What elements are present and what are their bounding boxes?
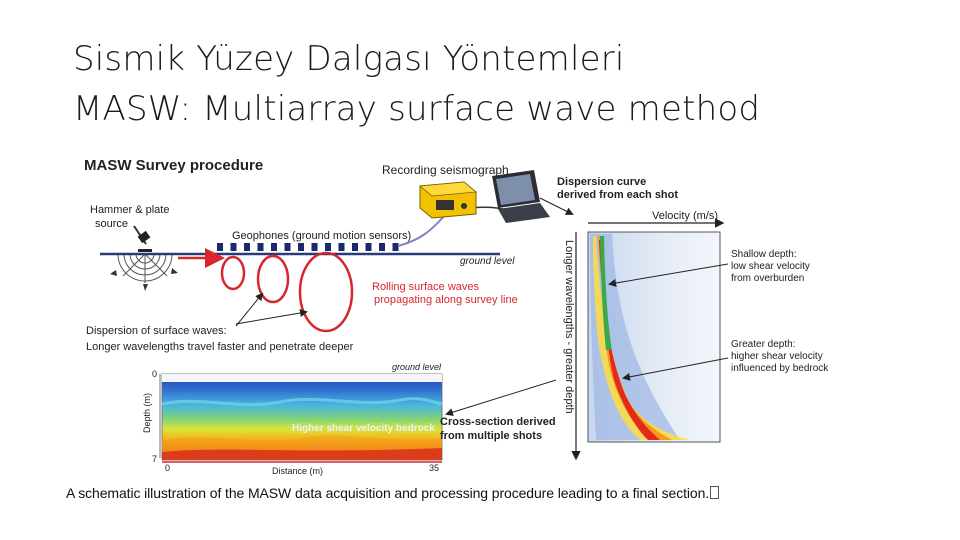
title-line-1: Sismik Yüzey Dalgası Yöntemleri: [73, 39, 625, 79]
geophone-icon: [244, 243, 250, 251]
end-mark-icon: [710, 486, 720, 499]
depth-axis-label: Depth (m): [142, 393, 152, 433]
cross-section-label-1: Cross-section derived: [440, 416, 556, 428]
geophone-icon: [311, 243, 318, 251]
caption-text: A schematic illustration of the MASW dat…: [66, 485, 710, 501]
bedrock-text: Higher shear velocity bedrock: [292, 423, 435, 434]
geophone-icon: [338, 243, 345, 251]
geophone-icon: [284, 243, 291, 251]
greater-label-1: Greater depth:: [731, 339, 795, 350]
greater-label-3: influenced by bedrock: [731, 363, 829, 374]
dispersion-label-1: Dispersion of surface waves:: [86, 325, 227, 337]
section-ground-level: ground level: [392, 362, 442, 372]
curve-label-2: derived from each shot: [557, 189, 678, 201]
geophone-icon: [379, 243, 385, 251]
hammer-label-1: Hammer & plate: [90, 204, 169, 216]
geophone-icon: [271, 243, 277, 251]
slide-title: Sismik Yüzey Dalgası Yöntemleri MASW: Mu…: [73, 34, 760, 134]
distance-start-label: 0: [165, 463, 170, 473]
curve-label-1: Dispersion curve: [557, 176, 646, 188]
geophone-icon: [365, 243, 372, 251]
wavelength-axis-label: Longer wavelengths - greater depth: [563, 240, 575, 414]
geophone-icon: [230, 243, 237, 251]
laptop-icon: [492, 170, 550, 223]
seismograph-label: Recording seismograph: [382, 163, 509, 177]
geophone-icon: [217, 243, 223, 251]
geophone-icon: [257, 243, 264, 251]
velocity-axis-label: Velocity (m/s): [652, 210, 718, 222]
seismograph-cable: [397, 213, 447, 247]
geophone-icon: [298, 243, 304, 251]
wavefront-icon: [117, 253, 173, 283]
distance-axis-label: Distance (m): [272, 466, 323, 476]
figure-caption: A schematic illustration of the MASW dat…: [66, 485, 806, 501]
hammer-label-2: source: [95, 218, 128, 230]
distance-end-label: 35: [429, 463, 439, 473]
rolling-waves: [178, 248, 354, 333]
shallow-label-2: low shear velocity: [731, 261, 810, 272]
rolling-label-2: propagating along survey line: [374, 294, 518, 306]
figure-heading: MASW Survey procedure: [84, 157, 263, 174]
dispersion-image: [587, 231, 721, 443]
rolling-label-1: Rolling surface waves: [372, 281, 479, 293]
hammer-icon: [133, 225, 152, 252]
title-line-2: MASW: Multiarray surface wave method: [73, 89, 761, 129]
depth-bottom-label: 7: [152, 454, 157, 464]
seismograph-icon: [419, 181, 477, 219]
shallow-label-1: Shallow depth:: [731, 249, 797, 260]
geophone-icon: [392, 243, 399, 251]
ground-level-label: ground level: [460, 256, 515, 267]
hammer-source: Hammer & plate source: [90, 204, 178, 291]
cross-section-label-2: from multiple shots: [440, 430, 542, 442]
depth-top-label: 0: [152, 369, 157, 379]
shallow-label-3: from overburden: [731, 273, 804, 284]
geophones-label: Geophones (ground motion sensors): [232, 230, 411, 242]
geophone-icon: [325, 243, 331, 251]
dispersion-label-2: Longer wavelengths travel faster and pen…: [86, 341, 354, 353]
geophone-array: [217, 243, 399, 251]
geophone-icon: [352, 243, 358, 251]
cross-section-image: [161, 373, 443, 461]
greater-label-2: higher shear velocity: [731, 351, 823, 362]
